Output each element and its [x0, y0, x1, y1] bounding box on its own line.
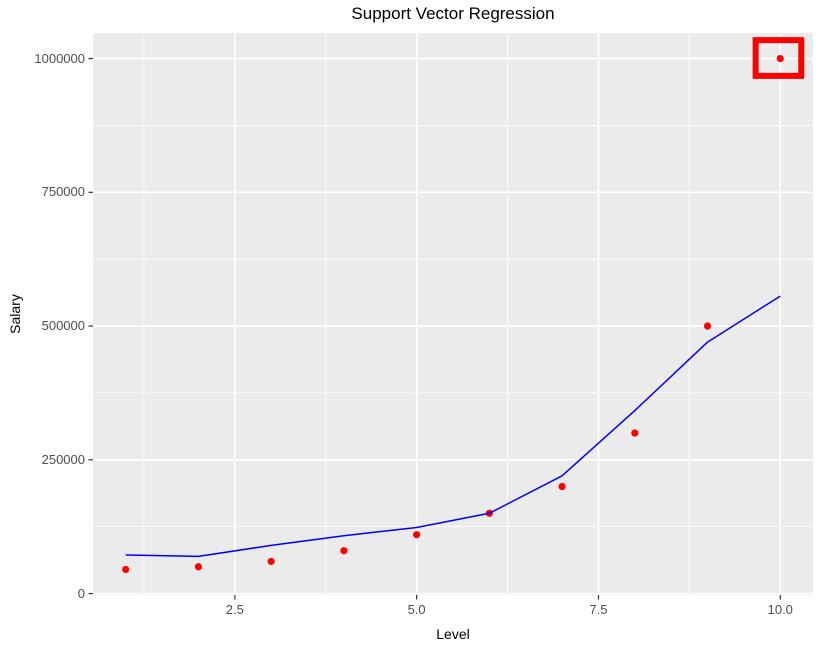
data-point	[267, 557, 275, 566]
data-point	[631, 429, 639, 437]
data-point	[413, 531, 421, 539]
y-tick-label: 250000	[41, 451, 85, 467]
data-point	[194, 563, 203, 571]
data-point	[122, 565, 130, 574]
data-point	[558, 482, 566, 491]
y-tick-label: 750000	[41, 184, 85, 200]
data-point	[776, 54, 784, 63]
x-tick-label: 7.5	[589, 602, 608, 617]
y-tick-label: 1000000	[34, 50, 85, 66]
y-tick-label: 500000	[41, 318, 85, 334]
x-tick-label: 10.0	[767, 602, 793, 617]
x-axis-title: Level	[436, 626, 470, 642]
data-point	[340, 547, 348, 555]
y-tick-label: 0	[77, 585, 85, 601]
x-tick-label: 2.5	[225, 602, 244, 617]
panel-background	[93, 33, 813, 595]
x-tick-label: 5.0	[407, 602, 426, 617]
svr-prediction-line	[125, 295, 781, 558]
data-point	[703, 322, 712, 330]
outlier-highlight-box	[752, 37, 805, 79]
chart-title: Support Vector Regression	[351, 4, 555, 23]
